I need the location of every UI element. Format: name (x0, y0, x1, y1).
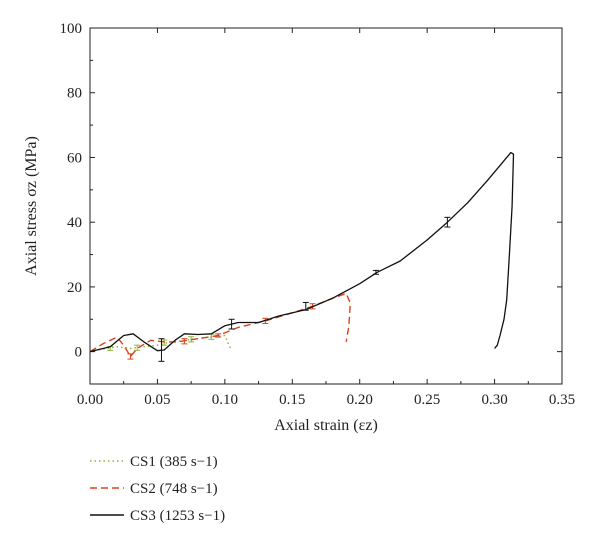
plot-area: 0.00 0.05 0.10 0.15 0.20 0.25 0.30 0.35 0 20 40 60… (60, 21, 576, 408)
x-tick-label-5: 0.25 (414, 392, 440, 408)
x-tick-label-2: 0.10 (212, 392, 238, 408)
x-tick-label-3: 0.15 (279, 392, 305, 408)
y-tick-label-4: 80 (67, 86, 82, 102)
legend-label-0: CS1 (385 s−1) (130, 454, 218, 470)
series-layer (89, 151, 515, 362)
y-tick-label-2: 40 (67, 215, 82, 231)
x-tick-label-1: 0.05 (144, 392, 170, 408)
y-tick-label-1: 20 (67, 280, 82, 296)
series-2 (89, 151, 515, 362)
y-tick-label-5: 100 (60, 21, 83, 37)
y-tick-label-3: 60 (67, 150, 82, 166)
x-tick-label-7: 0.35 (549, 392, 575, 408)
legend-label-2: CS3 (1253 s−1) (130, 508, 225, 524)
series-1 (89, 292, 351, 360)
series-line-1 (89, 292, 351, 358)
series-0 (89, 333, 233, 353)
y-axis-title: Axial stress σz (MPa) (23, 136, 40, 276)
y-tick-label-0: 0 (75, 345, 83, 361)
plot-frame (89, 27, 563, 385)
series-line-2 (89, 151, 515, 353)
y-axis: 0 20 40 60 80 100 (60, 21, 562, 385)
series-line-0 (89, 334, 233, 353)
x-axis: 0.00 0.05 0.10 0.15 0.20 0.25 0.30 0.35 (77, 28, 575, 408)
x-tick-label-6: 0.30 (481, 392, 507, 408)
x-tick-label-4: 0.20 (347, 392, 373, 408)
legend: CS1 (385 s−1) CS2 (748 s−1) CS3 (1253 s−1) (90, 454, 225, 524)
x-tick-label-0: 0.00 (77, 392, 103, 408)
legend-label-1: CS2 (748 s−1) (130, 481, 218, 497)
x-axis-title: Axial strain (εz) (274, 417, 378, 434)
